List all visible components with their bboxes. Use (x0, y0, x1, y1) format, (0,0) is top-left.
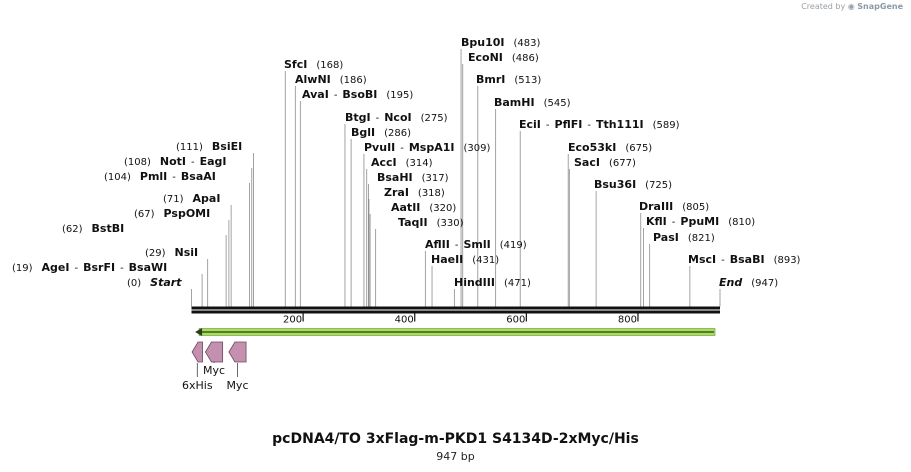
site-label: MscI - BsaBI (893) (688, 253, 801, 266)
site-label: AatII (320) (391, 201, 456, 214)
created-by-text: Created by (801, 2, 846, 11)
site-label: BamHI (545) (494, 96, 571, 109)
ruler-tick-label-400: 400 (395, 315, 414, 326)
map-length: 947 bp (436, 450, 475, 463)
site-label: AvaI - BsoBI (195) (302, 88, 413, 101)
site-label: (62) BstBI (62, 222, 124, 235)
orf-arrow-head (195, 328, 203, 336)
site-label: End (947) (719, 276, 778, 289)
site-label: (29) NsiI (145, 246, 198, 259)
snapgene-watermark: Created by ◉ SnapGene (801, 2, 903, 11)
sequence-map: (19) AgeI - BsrFI - BsaWI (0) Start (29) NsiI (62)… (12, 36, 801, 392)
map-title: pcDNA4/TO 3xFlag-m-PKD1 S4134D-2xMyc/His (272, 431, 639, 447)
site-label: (67) PspOMI (134, 207, 210, 220)
site-label: SfcI (168) (284, 58, 343, 71)
site-label: BglI (286) (351, 126, 411, 139)
site-label: BtgI - NcoI (275) (345, 111, 448, 124)
site-label: EciI - PflFI - Tth111I (589) (519, 118, 680, 131)
site-label: (108) NotI - EagI (124, 155, 227, 168)
site-label: SacI (677) (574, 156, 636, 169)
feature-label: Myc (203, 364, 225, 377)
site-label: AlwNI (186) (295, 73, 367, 86)
site-label: AflII - SmlI (419) (425, 238, 527, 251)
backbone-bottom-strand (191, 310, 720, 314)
snapgene-logo-icon: ◉ (847, 2, 855, 11)
site-label: KflI - PpuMI (810) (646, 215, 755, 228)
site-label: AccI (314) (371, 156, 433, 169)
ruler-tick-label-200: 200 (283, 315, 302, 326)
site-label: TaqII (330) (398, 216, 464, 229)
site-label: (104) PmlI - BsaAI (104, 170, 216, 183)
site-label: EcoNI (486) (468, 51, 539, 64)
feature-arrow-myc (228, 341, 247, 363)
site-label: Bpu10I (483) (461, 36, 540, 49)
feature-arrow-6xhis (191, 341, 203, 363)
feature-label: 6xHis (182, 379, 213, 392)
ruler-tick-label-800: 800 (618, 315, 637, 326)
site-label: ZraI (318) (384, 186, 445, 199)
site-label: PasI (821) (653, 231, 715, 244)
site-label: BmrI (513) (476, 73, 541, 86)
site-label: (0) Start (127, 276, 182, 289)
site-label: (19) AgeI - BsrFI - BsaWI (12, 261, 167, 274)
snapgene-brand: SnapGene (857, 2, 903, 11)
site-label: (71) ApaI (163, 192, 220, 205)
backbone-top-strand (191, 306, 720, 310)
site-label: HindIII (471) (454, 276, 531, 289)
feature-arrow-myc (204, 341, 224, 363)
site-label: BsaHI (317) (377, 171, 449, 184)
ruler-tick-label-600: 600 (506, 315, 525, 326)
site-label: DraIII (805) (639, 200, 709, 213)
site-label: Eco53kI (675) (568, 141, 652, 154)
site-label: PvuII - MspA1I (309) (364, 141, 490, 154)
site-label: HaeII (431) (431, 253, 499, 266)
feature-label: Myc (226, 379, 248, 392)
site-label: (111) BsiEI (176, 140, 242, 153)
site-label: Bsu36I (725) (594, 178, 672, 191)
